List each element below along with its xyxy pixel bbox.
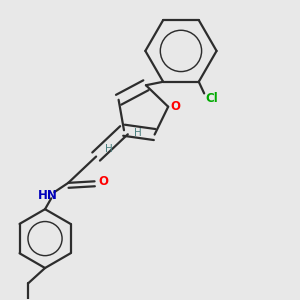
Text: H: H (105, 144, 112, 154)
Text: H: H (134, 128, 142, 138)
Text: Cl: Cl (206, 92, 218, 105)
Text: HN: HN (38, 189, 58, 202)
Text: O: O (170, 100, 180, 113)
Text: O: O (98, 175, 108, 188)
